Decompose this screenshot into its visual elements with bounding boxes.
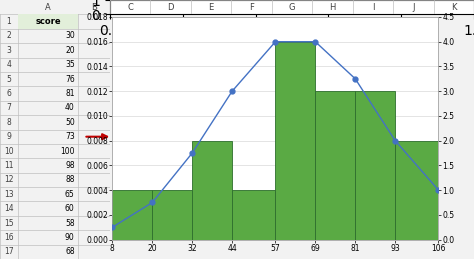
Text: K: K	[451, 3, 456, 12]
Bar	[192, 141, 232, 240]
Text: 35: 35	[65, 60, 75, 69]
Text: 81: 81	[65, 89, 75, 98]
Text: J: J	[412, 3, 415, 12]
Text: 60: 60	[65, 204, 75, 213]
Text: 4: 4	[7, 60, 11, 69]
Bar	[152, 190, 192, 240]
Text: 76: 76	[65, 75, 75, 84]
Text: 8: 8	[7, 118, 11, 127]
Bar	[395, 141, 438, 240]
Text: 16: 16	[4, 233, 14, 242]
Bar	[112, 190, 152, 240]
Text: 10: 10	[4, 147, 14, 156]
Text: G: G	[289, 3, 295, 12]
Text: 7: 7	[7, 103, 11, 112]
Text: 15: 15	[4, 219, 14, 227]
Bar	[356, 91, 395, 240]
Text: H: H	[329, 3, 336, 12]
Text: score: score	[35, 17, 61, 26]
Text: 6: 6	[7, 89, 11, 98]
Text: C: C	[128, 3, 133, 12]
Text: 50: 50	[65, 118, 75, 127]
Text: 90: 90	[65, 233, 75, 242]
Text: 17: 17	[4, 247, 14, 256]
Text: 65: 65	[65, 190, 75, 199]
Text: I: I	[372, 3, 374, 12]
Text: 5: 5	[7, 75, 11, 84]
Text: 12: 12	[4, 175, 14, 184]
Text: A: A	[45, 3, 51, 12]
Text: D: D	[167, 3, 174, 12]
Text: E: E	[209, 3, 214, 12]
Text: 1: 1	[7, 17, 11, 26]
Text: 20: 20	[65, 46, 75, 55]
Text: F: F	[249, 3, 254, 12]
Text: 40: 40	[65, 103, 75, 112]
Text: 3: 3	[7, 46, 11, 55]
Text: 2: 2	[7, 32, 11, 40]
Text: 68: 68	[65, 247, 75, 256]
Bar	[0, 0, 110, 15]
Text: 100: 100	[60, 147, 75, 156]
Text: 88: 88	[65, 175, 75, 184]
Bar	[18, 15, 78, 29]
Text: 98: 98	[65, 161, 75, 170]
Text: 13: 13	[4, 190, 14, 199]
Bar	[315, 91, 356, 240]
Text: 9: 9	[7, 132, 11, 141]
Text: B: B	[91, 3, 97, 12]
Text: 73: 73	[65, 132, 75, 141]
Bar	[275, 42, 315, 240]
Text: 14: 14	[4, 204, 14, 213]
Text: 11: 11	[4, 161, 14, 170]
Bar	[232, 190, 275, 240]
Text: 30: 30	[65, 32, 75, 40]
Text: 58: 58	[65, 219, 75, 227]
